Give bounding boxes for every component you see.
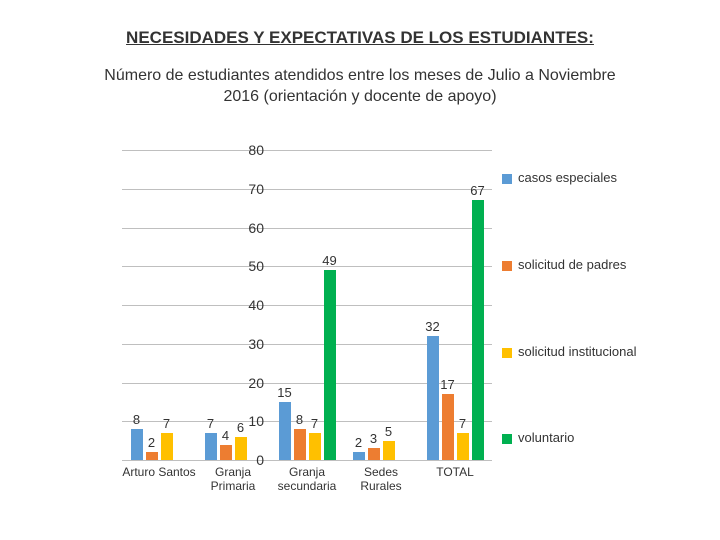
chart-container: 8277461587492353217767 casos especialess…	[82, 140, 642, 510]
chart-group: 32 17 7 67	[418, 150, 492, 460]
chart-bar	[161, 433, 173, 460]
legend-item: solicitud de padres	[502, 257, 626, 272]
chart-bar-label: 5	[385, 424, 392, 439]
legend-label: solicitud institucional	[518, 344, 637, 359]
chart-bar-label: 32	[425, 319, 439, 334]
chart-bar	[472, 200, 484, 460]
chart-bar	[353, 452, 365, 460]
legend-label: casos especiales	[518, 170, 617, 185]
chart-bar-label: 4	[222, 428, 229, 443]
chart-bar-label: 8	[296, 412, 303, 427]
chart-bar-label: 7	[459, 416, 466, 431]
chart-bar	[427, 336, 439, 460]
chart-group: 235	[344, 150, 418, 460]
chart-group: 827	[122, 150, 196, 460]
legend-item: voluntario	[502, 430, 574, 445]
chart-bar	[146, 452, 158, 460]
chart-ytick: 30	[234, 336, 264, 352]
legend-swatch	[502, 434, 512, 444]
chart-bar	[205, 433, 217, 460]
chart-bar-label: 3	[370, 431, 377, 446]
legend-label: solicitud de padres	[518, 257, 626, 272]
chart-ytick: 80	[234, 142, 264, 158]
chart-bar-label: 8	[133, 412, 140, 427]
chart-bar	[279, 402, 291, 460]
chart-plot-area: 8277461587492353217767	[122, 150, 492, 460]
chart-ytick: 10	[234, 413, 264, 429]
chart-xlabel: TOTAL	[418, 465, 492, 479]
legend-swatch	[502, 261, 512, 271]
chart-bar	[442, 394, 454, 460]
chart-bar-label: 7	[163, 416, 170, 431]
chart-bar-label: 2	[355, 435, 362, 450]
chart-bar	[457, 433, 469, 460]
chart-gridline	[122, 460, 492, 461]
page-title: NECESIDADES Y EXPECTATIVAS DE LOS ESTUDI…	[0, 0, 720, 48]
chart-ytick: 60	[234, 220, 264, 236]
chart-bar-label: 7	[207, 416, 214, 431]
chart-legend: casos especiales solicitud de padres solic…	[502, 150, 652, 460]
chart-bar	[368, 448, 380, 460]
chart-ytick: 70	[234, 181, 264, 197]
legend-item: solicitud institucional	[502, 344, 637, 359]
chart-bar	[294, 429, 306, 460]
chart-xlabel: Arturo Santos	[122, 465, 196, 479]
chart-ytick: 20	[234, 375, 264, 391]
chart-subtitle: Número de estudiantes atendidos entre lo…	[0, 48, 720, 108]
chart-group: 15 87 49	[270, 150, 344, 460]
chart-bar-label: 49	[322, 253, 336, 268]
chart-bar	[131, 429, 143, 460]
chart-ytick: 40	[234, 297, 264, 313]
legend-swatch	[502, 348, 512, 358]
legend-swatch	[502, 174, 512, 184]
chart-bar-label: 7	[311, 416, 318, 431]
chart-xlabel: Granja secundaria	[270, 465, 344, 494]
legend-label: voluntario	[518, 430, 574, 445]
chart-ytick: 50	[234, 258, 264, 274]
chart-bar	[324, 270, 336, 460]
legend-item: casos especiales	[502, 170, 617, 185]
chart-xlabel: Sedes Rurales	[344, 465, 418, 494]
chart-xlabel: Granja Primaria	[196, 465, 270, 494]
chart-bar-label: 17	[440, 377, 454, 392]
chart-bar-label: 2	[148, 435, 155, 450]
chart-bar	[383, 441, 395, 460]
chart-bar-label: 15	[277, 385, 291, 400]
chart-bar	[309, 433, 321, 460]
chart-bar	[220, 445, 232, 461]
chart-bar-label: 67	[470, 183, 484, 198]
